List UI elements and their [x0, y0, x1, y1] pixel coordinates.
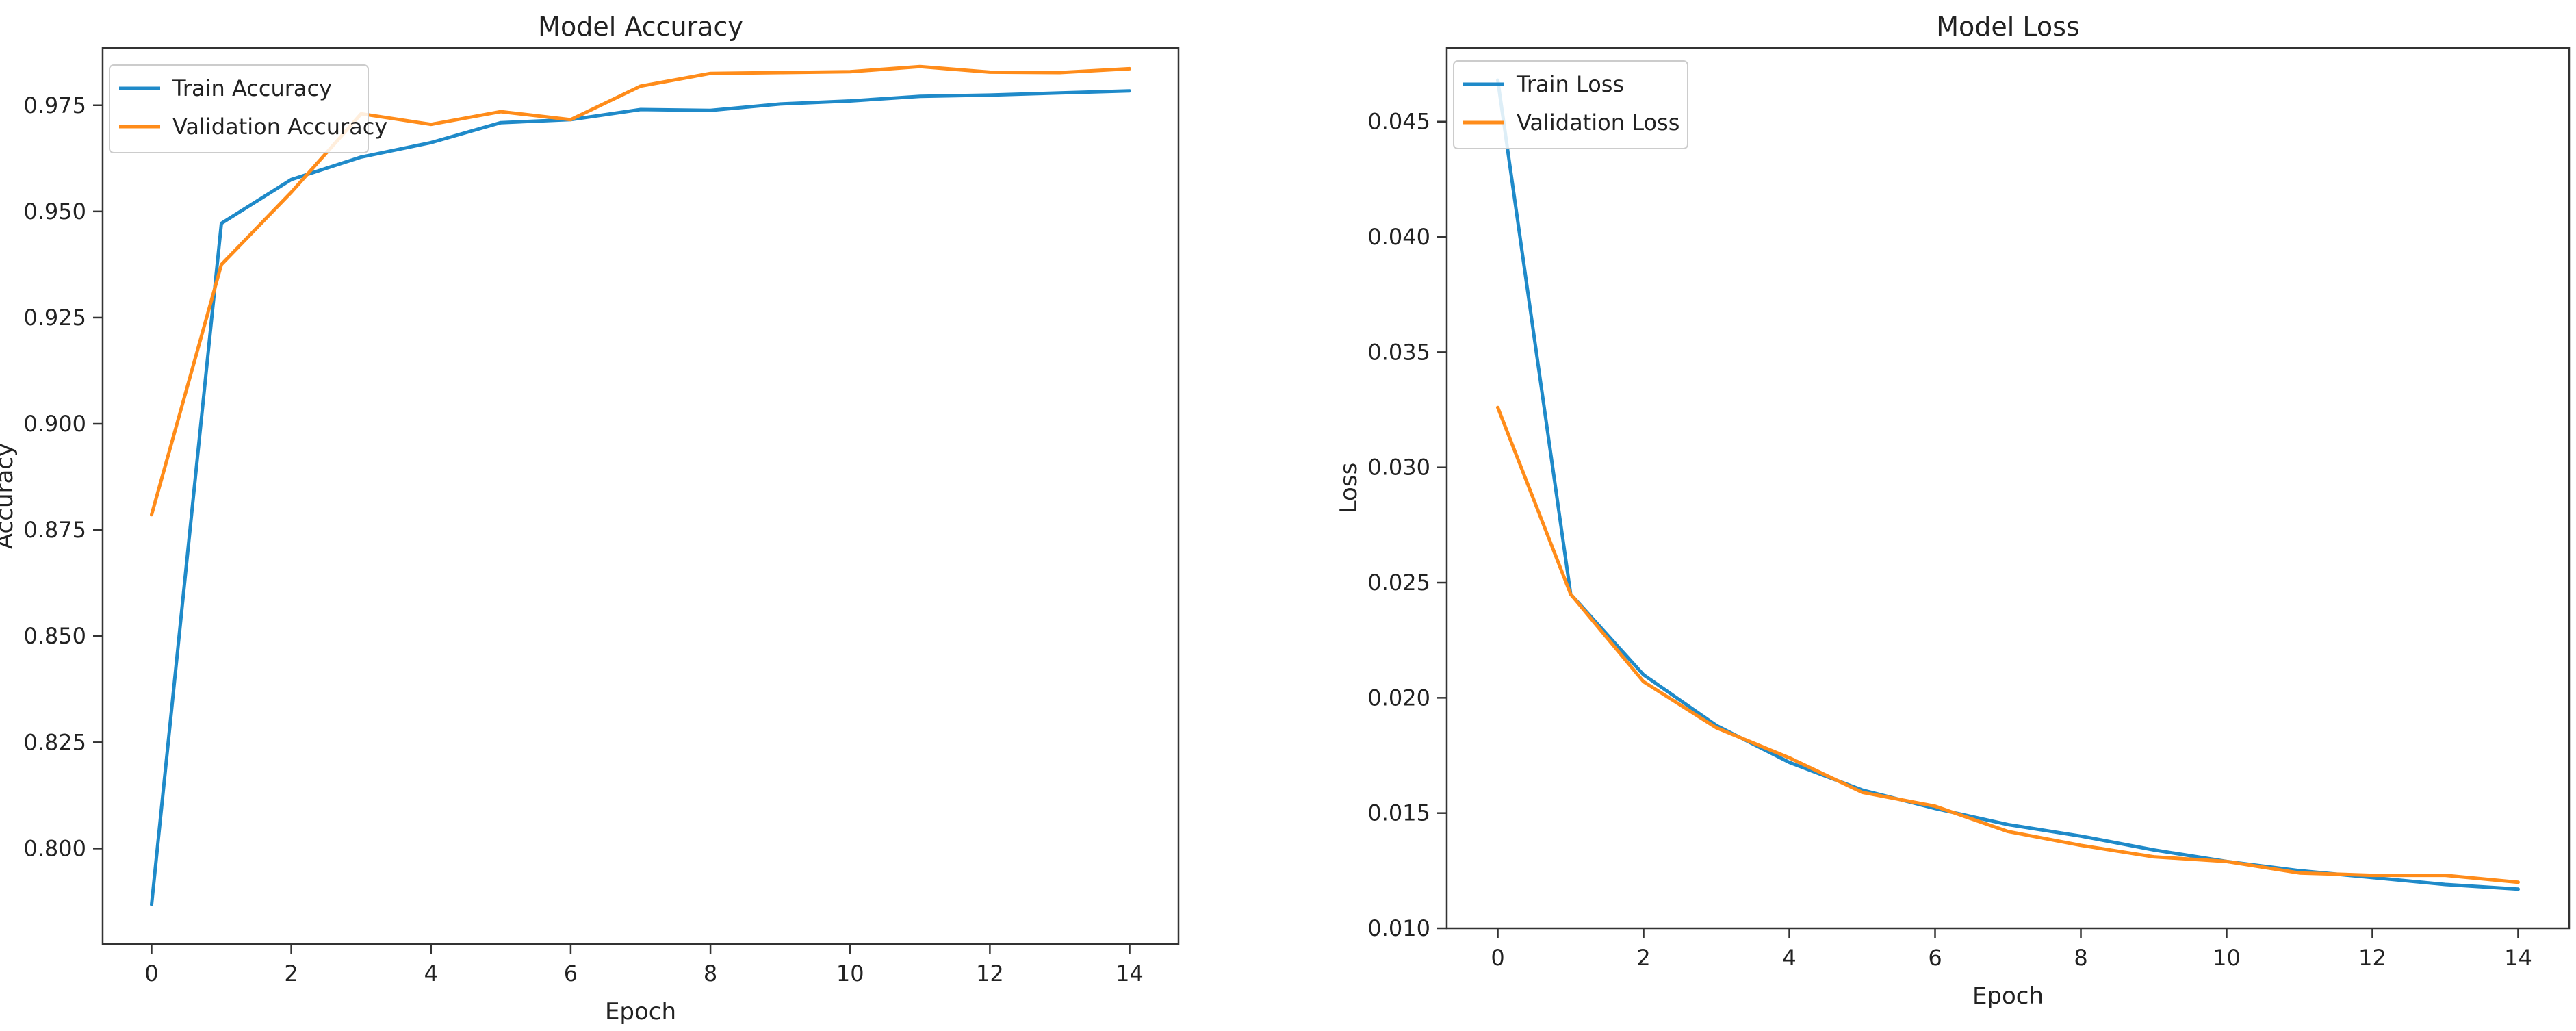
accuracy-series-line-0: [150, 89, 1131, 906]
loss-legend-label: Validation Loss: [1517, 110, 1679, 136]
loss-y-tick-label: 0.015: [1367, 800, 1430, 826]
accuracy-series-1-point: [710, 73, 711, 74]
accuracy-y-tick-label: 0.825: [23, 729, 86, 755]
accuracy-legend-label: Train Accuracy: [172, 75, 332, 101]
loss-y-tick-label: 0.040: [1367, 224, 1430, 250]
accuracy-series-1-point: [1129, 68, 1131, 69]
loss-series-1-point: [1643, 681, 1645, 683]
loss-x-tick-label: 6: [1928, 945, 1942, 971]
loss-series-1-point: [1862, 791, 1863, 793]
loss-series-0-point: [1643, 674, 1645, 676]
accuracy-series-1-point: [430, 124, 432, 125]
accuracy-series-0-point: [1129, 90, 1131, 92]
accuracy-y-tick-label: 0.950: [23, 199, 86, 225]
accuracy-y-tick-label: 0.850: [23, 623, 86, 649]
loss-series-0-point: [2371, 877, 2373, 878]
accuracy-y-axis-label: Accuracy: [0, 443, 18, 549]
loss-x-axis-label: Epoch: [1972, 982, 2044, 1010]
loss-series-line-1: [1496, 405, 2520, 884]
loss-series-1-point: [1789, 757, 1790, 759]
accuracy-series-0-point: [151, 904, 152, 905]
loss-series-0-point: [1862, 789, 1863, 791]
loss-chart: Model Loss 0 2 4 6 8 10 12 14 0.010 0.015 0.020 0.02…: [1335, 12, 2571, 1010]
loss-x-tick-label: 4: [1782, 945, 1796, 971]
accuracy-series-1-point: [570, 119, 571, 120]
accuracy-plot-frame: [101, 47, 1180, 945]
accuracy-series-1-point: [151, 514, 152, 516]
accuracy-series-1-point: [221, 264, 222, 265]
accuracy-series-0-point: [780, 103, 781, 105]
loss-x-tick-label: 0: [1491, 945, 1504, 971]
accuracy-chart: Model Accuracy 0 2 4 6 8 10 12 14 0.800 0.825 0.850…: [0, 12, 1180, 1026]
loss-x-tick-label: 10: [2213, 945, 2241, 971]
loss-series-1-point: [1497, 407, 1499, 408]
loss-series-1-point: [2226, 861, 2227, 862]
loss-y-tick-label: 0.030: [1367, 455, 1430, 481]
loss-series-0-point: [1789, 762, 1790, 763]
loss-series-0-point: [1716, 725, 1717, 726]
accuracy-y-tick-label: 0.800: [23, 835, 86, 861]
loss-x-tick-label: 14: [2504, 945, 2532, 971]
loss-x-tick-label: 2: [1636, 945, 1650, 971]
accuracy-y-tick-label: 0.875: [23, 517, 86, 543]
loss-series-line-0: [1496, 78, 2520, 891]
loss-plot-frame: [1445, 47, 2571, 930]
accuracy-y-tick-label: 0.900: [23, 411, 86, 437]
loss-series-0-point: [2299, 870, 2300, 871]
accuracy-series-0-point: [1059, 92, 1060, 94]
accuracy-x-axis-label: Epoch: [605, 998, 676, 1026]
accuracy-x-tick-label: 4: [424, 960, 438, 987]
loss-y-tick-label: 0.035: [1367, 339, 1430, 365]
loss-y-tick-label: 0.025: [1367, 570, 1430, 596]
loss-series-0-point: [2007, 824, 2009, 826]
loss-y-tick-label: 0.045: [1367, 109, 1430, 135]
accuracy-x-tick-label: 14: [1116, 960, 1144, 987]
loss-chart-title: Model Loss: [1936, 12, 2080, 42]
accuracy-y-tick-label: 0.975: [23, 92, 86, 118]
accuracy-legend-label: Validation Accuracy: [172, 114, 387, 140]
accuracy-series-1-point: [1059, 72, 1060, 73]
accuracy-series-0-point: [710, 110, 711, 111]
loss-series-1-point: [2007, 831, 2009, 832]
accuracy-x-tick-label: 6: [564, 960, 578, 987]
accuracy-x-tick-label: 12: [976, 960, 1004, 987]
loss-legend-label: Train Loss: [1516, 71, 1624, 97]
loss-x-tick-label: 12: [2358, 945, 2386, 971]
accuracy-series-0-point: [430, 142, 432, 143]
accuracy-series-0-point: [291, 179, 292, 180]
accuracy-x-tick-label: 8: [704, 960, 717, 987]
loss-series-1-point: [2299, 872, 2300, 874]
loss-series-1-point: [2153, 856, 2154, 858]
loss-y-axis-label: Loss: [1335, 463, 1363, 514]
loss-series-1-point: [2371, 875, 2373, 876]
accuracy-y-tick-label: 0.925: [23, 305, 86, 331]
accuracy-series-1-point: [780, 72, 781, 73]
loss-y-tick-label: 0.010: [1367, 915, 1430, 941]
accuracy-x-tick-label: 10: [836, 960, 864, 987]
accuracy-x-tick-label: 0: [144, 960, 158, 987]
accuracy-series-1-point: [849, 71, 851, 73]
loss-y-tick-label: 0.020: [1367, 685, 1430, 711]
loss-legend: [1453, 60, 1688, 149]
accuracy-x-tick-label: 2: [284, 960, 298, 987]
accuracy-series-0-point: [221, 222, 222, 224]
accuracy-chart-title: Model Accuracy: [538, 12, 743, 42]
loss-x-tick-label: 8: [2074, 945, 2087, 971]
accuracy-legend: [109, 64, 369, 153]
